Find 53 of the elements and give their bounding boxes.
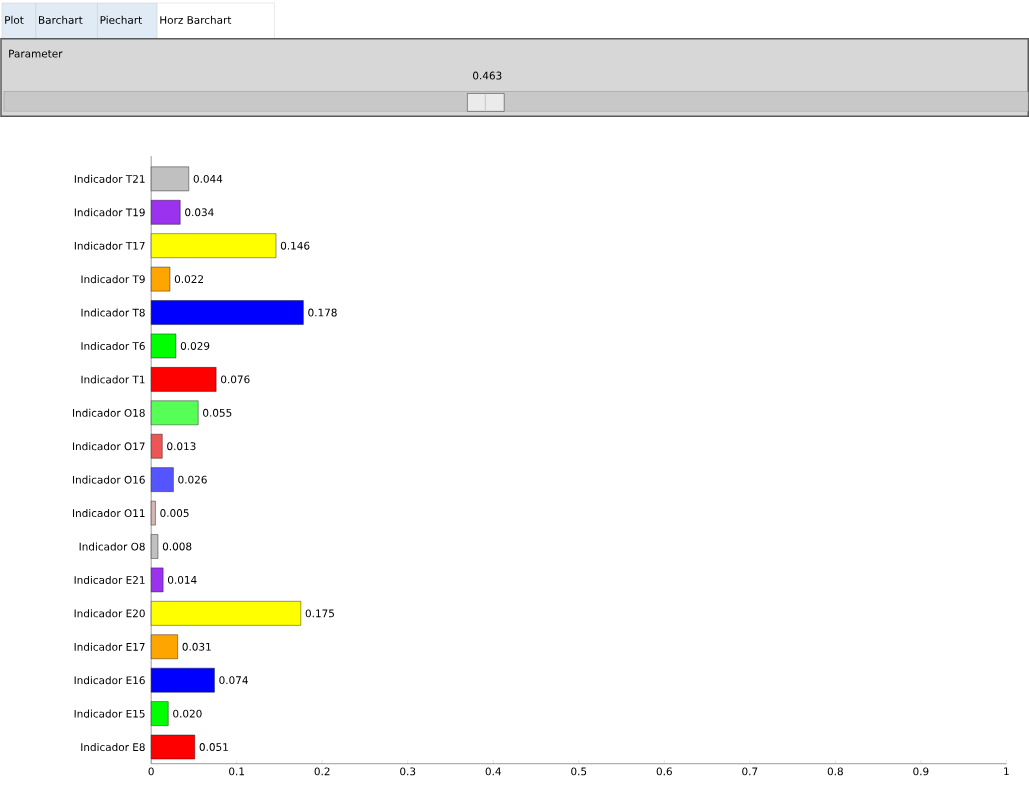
text: Piechart	[100, 16, 142, 25]
data-label: 0.175	[305, 609, 334, 618]
data-label: 0.029	[180, 342, 210, 351]
y-tick-label: Indicador O17	[73, 442, 145, 451]
data-label: 0.146	[280, 241, 310, 250]
y-tick-label: Indicador O11	[73, 509, 145, 518]
y-tick-label: Indicador O18	[73, 408, 145, 418]
text: 0.463	[473, 71, 502, 80]
x-tick-label: 0	[148, 767, 154, 776]
data-label: 0.034	[185, 208, 214, 217]
data-label: 0.055	[203, 409, 232, 417]
data-label: 0.076	[221, 375, 250, 384]
x-tick-label: 0.4	[485, 767, 501, 776]
x-tick-label: 0.6	[656, 767, 672, 776]
data-label: 0.022	[174, 275, 203, 284]
x-tick-label: 0.9	[913, 767, 929, 776]
y-tick-label: Indicador T8	[81, 308, 145, 317]
y-tick-label: Indicador O16	[73, 475, 145, 484]
y-tick-label: Indicador T21	[74, 175, 145, 184]
x-tick-label: 0.3	[400, 767, 416, 776]
data-label: 0.074	[219, 676, 248, 685]
x-tick-label: 1	[1004, 767, 1009, 776]
y-tick-label: Indicador T1	[81, 375, 145, 384]
y-tick-label: Indicador E20	[74, 609, 145, 618]
data-label: 0.051	[199, 743, 228, 752]
y-tick-label: Indicador T9	[81, 275, 145, 284]
data-label: 0.026	[178, 475, 207, 484]
y-tick-label: Indicador E8	[81, 743, 145, 752]
data-label: 0.178	[308, 308, 337, 317]
data-label: 0.005	[160, 509, 189, 518]
x-tick-label: 0.8	[827, 767, 843, 776]
y-tick-label: Indicador T17	[74, 241, 145, 250]
data-label: 0.031	[182, 643, 211, 651]
y-tick-label: Indicador T6	[81, 342, 145, 351]
y-tick-label: Indicador E16	[74, 676, 145, 685]
data-label: 0.014	[168, 576, 197, 585]
y-tick-label: Indicador E17	[74, 642, 145, 652]
text: Plot	[5, 16, 24, 25]
data-label: 0.044	[193, 175, 223, 184]
text: Parameter	[9, 50, 63, 58]
text: Barchart	[39, 16, 83, 25]
y-tick-label: Indicador E21	[74, 576, 145, 585]
y-tick-label: Indicador T19	[74, 208, 145, 217]
x-tick-label: 0.1	[229, 767, 245, 776]
x-tick-label: 0.2	[314, 767, 330, 776]
y-tick-label: Indicador O8	[79, 542, 145, 551]
data-label: 0.008	[162, 542, 192, 551]
text: Horz Barchart	[160, 16, 232, 25]
y-tick-label: Indicador E15	[74, 709, 145, 718]
data-label: 0.020	[173, 709, 202, 718]
x-tick-label: 0.7	[742, 767, 758, 776]
data-label: 0.013	[167, 442, 196, 451]
x-tick-label: 0.5	[571, 767, 587, 776]
